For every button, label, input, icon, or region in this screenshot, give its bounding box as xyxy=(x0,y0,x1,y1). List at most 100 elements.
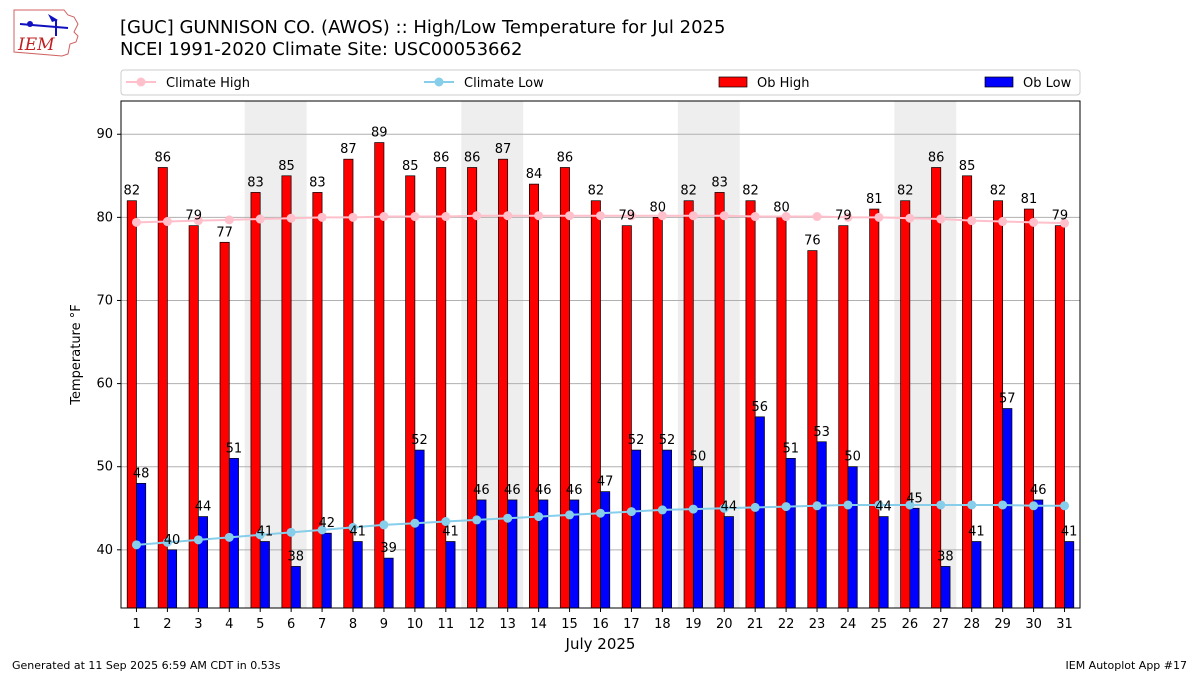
legend-box xyxy=(120,69,1081,96)
ob-high-label: 83 xyxy=(309,175,326,190)
ob-high-bar xyxy=(498,158,509,609)
ob-low-label: 41 xyxy=(442,525,459,540)
ob-high-bar xyxy=(250,192,261,609)
ob-low-label: 44 xyxy=(721,500,738,515)
climate-high-point xyxy=(193,216,203,226)
ob-high-label: 86 xyxy=(557,150,574,165)
ob-high-label: 85 xyxy=(278,159,295,174)
ob-high-label: 83 xyxy=(711,175,728,190)
ob-high-label: 80 xyxy=(773,200,790,215)
climate-low-point xyxy=(1029,501,1039,511)
climate-low-point xyxy=(410,518,420,528)
climate-high-point xyxy=(224,215,234,225)
climate-low-point xyxy=(286,527,296,537)
climate-high-point xyxy=(626,211,636,221)
ob-low-bar xyxy=(321,532,332,609)
ob-low-bar xyxy=(352,541,363,609)
x-tick-label: 6 xyxy=(287,617,295,632)
x-tick-label: 1 xyxy=(132,617,140,632)
ob-high-legend-label: Ob High xyxy=(757,76,810,91)
climate-low-point xyxy=(193,535,203,545)
ob-high-bar xyxy=(436,167,447,609)
climate-high-point xyxy=(874,212,884,222)
climate-low-point xyxy=(162,537,172,547)
ob-high-label: 85 xyxy=(402,159,419,174)
ob-high-label: 82 xyxy=(897,184,914,199)
climate-low-point xyxy=(472,515,482,525)
climate-low-point xyxy=(1060,501,1070,511)
ob-low-bar xyxy=(290,566,301,609)
ob-low-bar xyxy=(631,449,642,609)
climate-low-point xyxy=(255,530,265,540)
ob-high-label: 80 xyxy=(649,200,666,215)
ob-high-bar xyxy=(188,225,199,609)
ob-low-label: 48 xyxy=(133,466,150,481)
x-tick-label: 30 xyxy=(1025,617,1042,632)
y-tick-label: 40 xyxy=(96,543,113,558)
y-tick-label: 70 xyxy=(96,293,113,308)
climate-high-legend-marker xyxy=(136,77,146,87)
climate-high-point xyxy=(441,212,451,222)
ob-low-label: 45 xyxy=(906,491,923,506)
x-tick-label: 27 xyxy=(933,617,950,632)
climate-high-point xyxy=(688,211,698,221)
climate-low-point xyxy=(812,501,822,511)
climate-low-point xyxy=(379,520,389,530)
ob-low-bar xyxy=(1033,499,1044,609)
ob-high-bar xyxy=(343,158,354,609)
climate-high-point xyxy=(781,212,791,222)
climate-high-point xyxy=(657,211,667,221)
ob-low-bar xyxy=(445,541,456,609)
climate-high-point xyxy=(131,217,141,227)
ob-low-bar xyxy=(816,441,827,609)
ob-low-label: 41 xyxy=(968,525,985,540)
x-tick-label: 17 xyxy=(623,617,640,632)
ob-high-bar xyxy=(776,217,787,609)
climate-high-point xyxy=(348,212,358,222)
ob-high-bar xyxy=(1054,225,1065,609)
climate-low-point xyxy=(719,503,729,513)
ob-low-legend-label: Ob Low xyxy=(1023,76,1072,91)
ob-high-label: 82 xyxy=(680,184,697,199)
x-tick-label: 25 xyxy=(871,617,888,632)
climate-low-legend-marker xyxy=(434,77,444,87)
ob-low-label: 46 xyxy=(504,483,521,498)
ob-high-label: 81 xyxy=(866,192,883,207)
climate-high-point xyxy=(1060,218,1070,228)
ob-high-label: 79 xyxy=(1052,209,1069,224)
climate-high-point xyxy=(905,213,915,223)
x-tick-label: 2 xyxy=(163,617,171,632)
climate-low-legend-label: Climate Low xyxy=(464,76,544,91)
ob-low-bar xyxy=(754,416,765,609)
y-tick-label: 90 xyxy=(96,127,113,142)
ob-low-label: 46 xyxy=(1030,483,1047,498)
ob-low-label: 38 xyxy=(288,549,305,564)
climate-low-point xyxy=(905,500,915,510)
ob-high-bar xyxy=(312,192,323,609)
climate-low-point xyxy=(131,540,141,550)
x-tick-label: 18 xyxy=(654,617,671,632)
climate-high-point xyxy=(967,216,977,226)
climate-low-point xyxy=(503,513,513,523)
ob-high-label: 77 xyxy=(216,225,233,240)
climate-high-point xyxy=(410,212,420,222)
ob-low-bar xyxy=(197,516,208,609)
climate-high-point xyxy=(162,217,172,227)
ob-low-label: 50 xyxy=(690,450,707,465)
ob-high-bar xyxy=(1023,208,1034,609)
climate-low-point xyxy=(874,500,884,510)
climate-high-point xyxy=(936,214,946,224)
ob-low-bar xyxy=(909,507,920,609)
chart-title: [GUC] GUNNISON CO. (AWOS) :: High/Low Te… xyxy=(120,17,726,38)
x-tick-label: 13 xyxy=(499,617,516,632)
ob-low-label: 52 xyxy=(659,433,676,448)
ob-low-label: 46 xyxy=(473,483,490,498)
x-tick-label: 9 xyxy=(380,617,388,632)
ob-low-label: 51 xyxy=(226,441,243,456)
climate-high-point xyxy=(843,212,853,222)
ob-low-legend-swatch xyxy=(984,76,1014,88)
ob-low-bar xyxy=(847,466,858,609)
x-tick-label: 10 xyxy=(407,617,424,632)
climate-low-point xyxy=(317,525,327,535)
ob-high-label: 86 xyxy=(433,150,450,165)
